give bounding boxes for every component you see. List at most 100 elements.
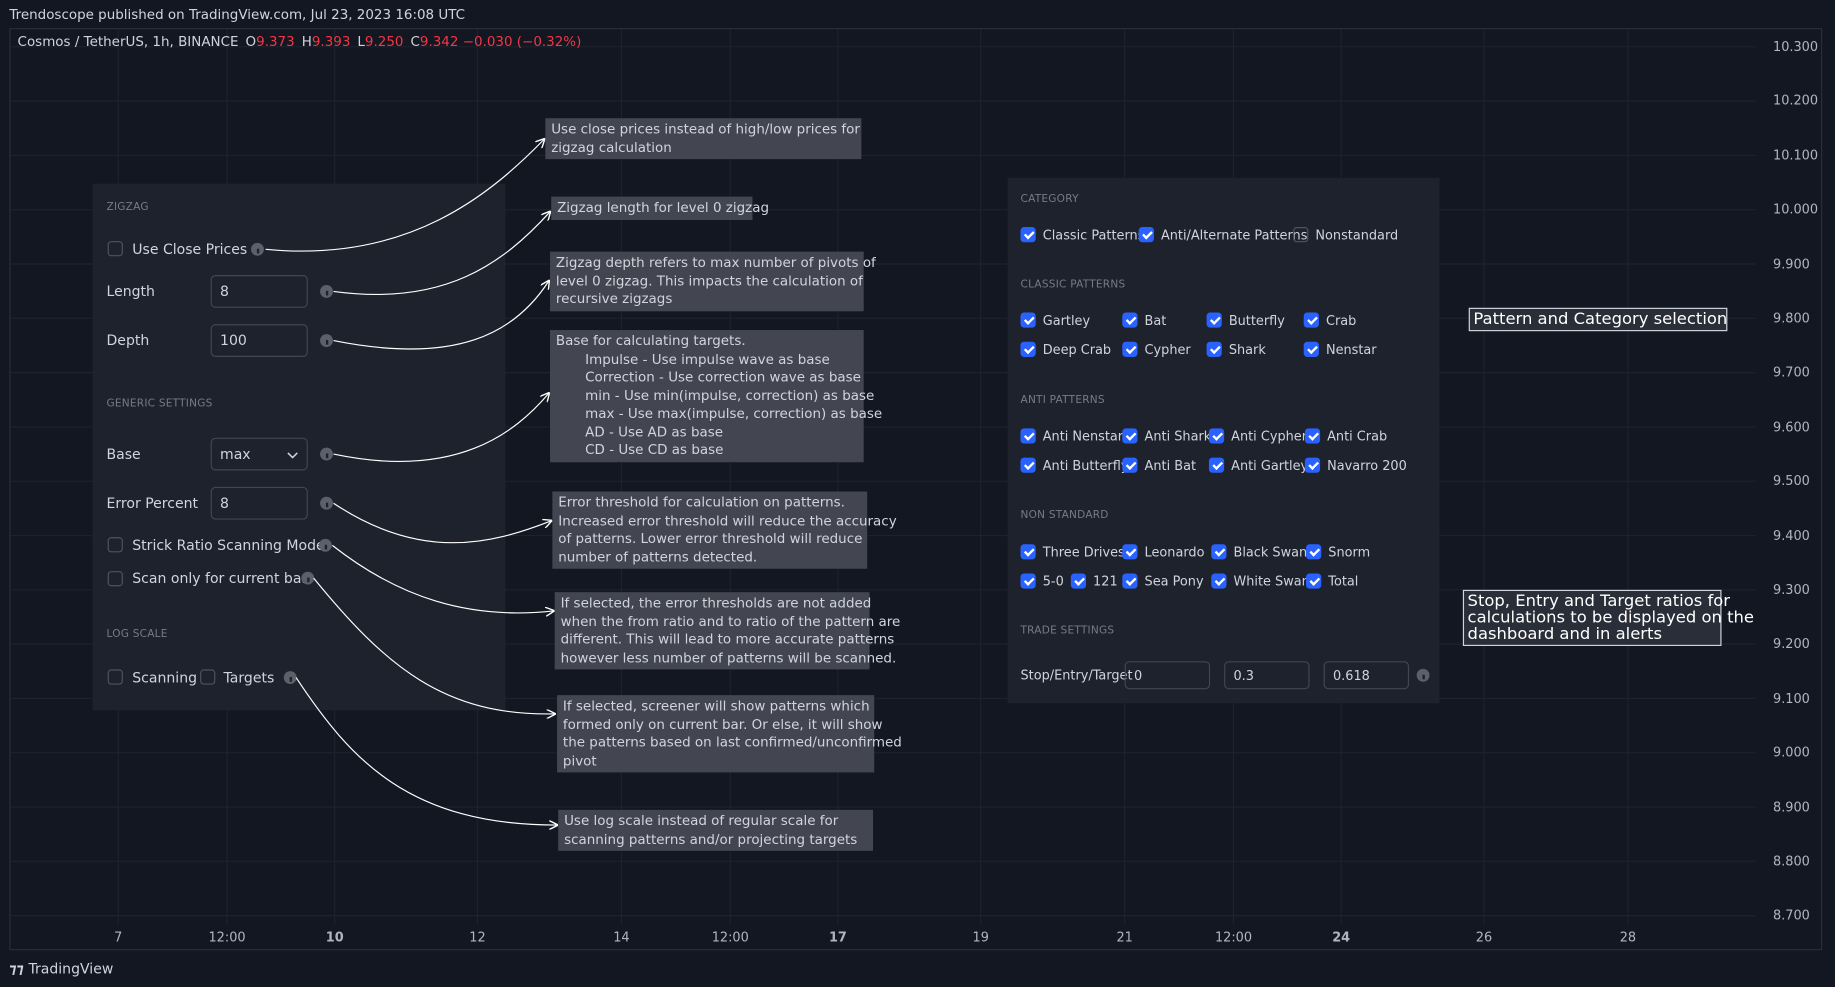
label: Snorm [1328, 544, 1371, 560]
label: Bat [1144, 313, 1167, 329]
time-label: 7 [114, 929, 123, 946]
select-value: max [220, 445, 251, 463]
checkbox[interactable] [1122, 544, 1138, 560]
checkbox[interactable] [107, 537, 123, 553]
label: Scan only for current bar [132, 569, 308, 587]
checkbox[interactable] [1020, 312, 1036, 328]
price-label: 10.200 [1773, 93, 1819, 109]
footer-brand[interactable]: ⁊⁊ TradingView [9, 962, 113, 976]
annotation: Stop, Entry and Target ratios for calcula… [1462, 589, 1754, 647]
tooltip-line: AD - Use AD as base [585, 423, 724, 440]
price-label: 10.000 [1773, 202, 1819, 218]
checkbox[interactable] [1293, 227, 1309, 243]
input[interactable]: 100 [210, 324, 308, 357]
time-label: 12:00 [1214, 929, 1253, 946]
tooltip-line: Error threshold for calculation on patte… [558, 493, 845, 511]
chevron [287, 452, 298, 459]
price-label: 8.700 [1773, 908, 1810, 924]
price-label: 9.400 [1773, 527, 1810, 544]
tooltip-line: Use close prices instead of high/low pri… [551, 120, 860, 137]
checkbox[interactable] [1211, 544, 1227, 560]
section-title: LOG SCALE [106, 629, 168, 641]
checkbox[interactable] [1304, 457, 1321, 473]
info-icon[interactable] [1416, 668, 1430, 682]
time-label: 26 [1475, 929, 1493, 946]
checkbox[interactable] [1303, 312, 1319, 328]
checkbox[interactable] [1306, 573, 1322, 589]
label: Scanning [132, 669, 198, 686]
annotation: Pattern and Category selection [1468, 307, 1728, 332]
ohlc-value: 9.373 [256, 33, 295, 50]
label: Classic Patterns [1042, 227, 1145, 243]
checkbox[interactable] [107, 571, 123, 587]
info-icon[interactable] [320, 334, 333, 347]
checkbox[interactable] [1122, 573, 1138, 589]
checkbox[interactable] [1020, 544, 1036, 560]
checkbox[interactable] [1206, 341, 1222, 357]
info-icon[interactable] [251, 242, 264, 256]
logo: ⁊⁊ [9, 960, 24, 978]
checkbox[interactable] [1304, 428, 1321, 444]
ohlc-value: 9.250 [364, 33, 404, 50]
chart-pane [9, 28, 1823, 951]
checkbox[interactable] [1208, 457, 1225, 473]
checkbox[interactable] [1020, 341, 1036, 357]
checkbox[interactable] [1122, 428, 1138, 444]
tooltip: Use close prices instead of high/low pri… [545, 118, 862, 160]
input[interactable]: 0.618 [1323, 661, 1410, 690]
price-label: 9.100 [1773, 690, 1810, 707]
ohlc-key: O [245, 33, 257, 50]
checkbox[interactable] [1306, 544, 1322, 560]
tooltip-line: however less number of patterns will be … [560, 648, 897, 666]
info-icon[interactable] [283, 671, 297, 685]
time-label: 28 [1619, 929, 1637, 946]
select[interactable]: max [210, 437, 308, 471]
tooltip-line: max - Use max(impulse, correction) as ba… [585, 404, 883, 422]
checkbox[interactable] [1070, 573, 1087, 589]
info-icon[interactable] [320, 284, 333, 298]
ohlc-key: C [410, 33, 420, 50]
input[interactable]: 0 [1124, 661, 1211, 690]
input[interactable]: 8 [210, 486, 308, 520]
label: Error Percent [106, 495, 199, 512]
info-icon[interactable] [320, 496, 333, 510]
section-title: ZIGZAG [106, 201, 149, 214]
checkbox[interactable] [1122, 341, 1138, 357]
checkbox[interactable] [1211, 573, 1227, 589]
info-icon[interactable] [301, 571, 315, 585]
annotation-line: calculations to be displayed on the [1467, 608, 1754, 628]
tooltip-line: when the from ratio and to ratio of the … [560, 612, 901, 630]
checkbox[interactable] [1303, 341, 1319, 357]
input[interactable]: 8 [210, 275, 308, 308]
label: Leonardo [1144, 544, 1205, 560]
info-icon[interactable] [318, 538, 332, 552]
tooltip-line: If selected, the error thresholds are no… [560, 594, 872, 611]
change: −0.030 (−0.32%) [462, 33, 582, 50]
checkbox[interactable] [1020, 573, 1036, 589]
checkbox[interactable] [1020, 227, 1036, 243]
symbol[interactable]: Cosmos / TetherUS, 1h, BINANCE [17, 33, 239, 50]
label: Nenstar [1325, 342, 1377, 358]
tooltip-line: of patterns. Lower error threshold will … [558, 530, 863, 547]
checkbox[interactable] [107, 241, 123, 257]
checkbox[interactable] [107, 669, 123, 685]
input[interactable]: 0.3 [1224, 661, 1310, 690]
checkbox[interactable] [200, 669, 216, 685]
checkbox[interactable] [1122, 312, 1138, 328]
ohlc-value: 9.393 [311, 33, 351, 50]
time-label: 10 [325, 929, 344, 946]
price-label: 8.900 [1773, 799, 1810, 815]
price-label: 10.300 [1773, 39, 1819, 55]
checkbox[interactable] [1122, 457, 1138, 473]
tooltip: Base for calculating targets. Impulse - U… [550, 330, 883, 462]
checkbox[interactable] [1208, 428, 1225, 444]
label: Shark [1228, 342, 1266, 358]
info-icon[interactable] [320, 447, 333, 461]
checkbox[interactable] [1020, 428, 1036, 444]
tooltip: Use log scale instead of regular scale f… [558, 809, 874, 851]
brand: TradingView [28, 960, 114, 978]
checkbox[interactable] [1138, 227, 1154, 243]
checkbox[interactable] [1206, 312, 1222, 328]
checkbox[interactable] [1020, 457, 1036, 473]
